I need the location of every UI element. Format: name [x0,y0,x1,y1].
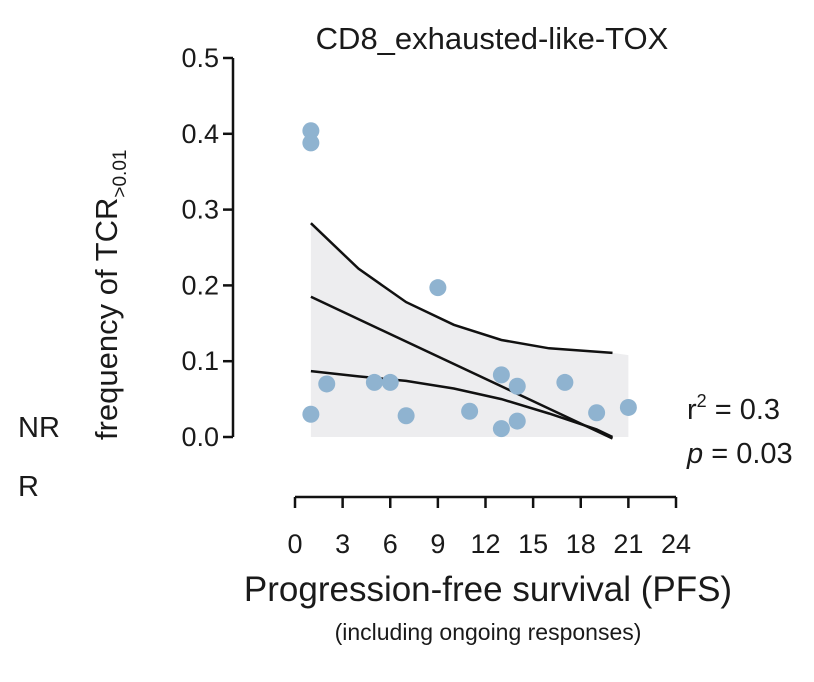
y-tick-label: 0.0 [181,422,219,452]
y-tick-label: 0.4 [181,119,219,149]
data-point [492,420,510,438]
x-axis-sublabel: (including ongoing responses) [335,619,642,645]
data-point [492,366,510,384]
x-tick-label: 9 [430,529,445,559]
data-point [556,373,574,391]
p-symbol: p [686,438,703,470]
data-point [397,407,415,425]
x-tick-label: 3 [335,529,350,559]
row-label-nr: NR [18,412,60,444]
p-value: = 0.03 [703,438,793,470]
row-label-r: R [18,471,39,503]
r-squared-exponent: 2 [697,391,707,411]
x-axis-label: Progression-free survival (PFS) [244,570,732,609]
p-value-annotation: p = 0.03 [686,438,793,470]
chart-title: CD8_exhausted-like-TOX [316,21,669,56]
y-tick-label: 0.3 [181,195,219,225]
x-tick-label: 15 [518,529,548,559]
r-squared-annotation: r2 = 0.3 [687,391,780,426]
y-tick-label: 0.5 [181,43,219,73]
x-tick-label: 6 [383,529,398,559]
data-points-layer [302,122,637,438]
y-axis-label: frequency of TCR>0.01 [89,150,131,440]
regression-line [310,295,614,440]
y-axis-label-subscript: >0.01 [110,150,131,198]
data-point [508,412,526,430]
x-tick-label: 18 [566,529,596,559]
data-point [302,134,320,152]
y-tick-label: 0.1 [181,346,219,376]
data-point [619,398,637,416]
data-point [588,404,606,422]
data-point [461,402,479,420]
data-point [302,405,320,423]
data-point [365,373,383,391]
y-tick-label: 0.2 [181,270,219,300]
x-tick-label: 21 [613,529,643,559]
data-point [302,122,320,140]
data-point [381,373,399,391]
x-tick-label: 12 [470,529,500,559]
regression-line-layer [310,222,614,440]
data-point [508,377,526,395]
y-axis: 0.0 0.1 0.2 0.3 0.4 0.5 [181,43,235,452]
ci-upper-line [310,222,613,355]
x-axis: 0 3 6 9 12 15 18 21 24 [287,495,691,559]
x-tick-label: 24 [661,529,691,559]
r-squared-symbol: r [687,394,697,426]
x-tick-label: 0 [287,529,302,559]
y-axis-label-main: frequency of TCR [89,198,124,440]
data-point [429,279,447,297]
data-point [318,375,336,393]
r-squared-value: = 0.3 [707,394,780,426]
